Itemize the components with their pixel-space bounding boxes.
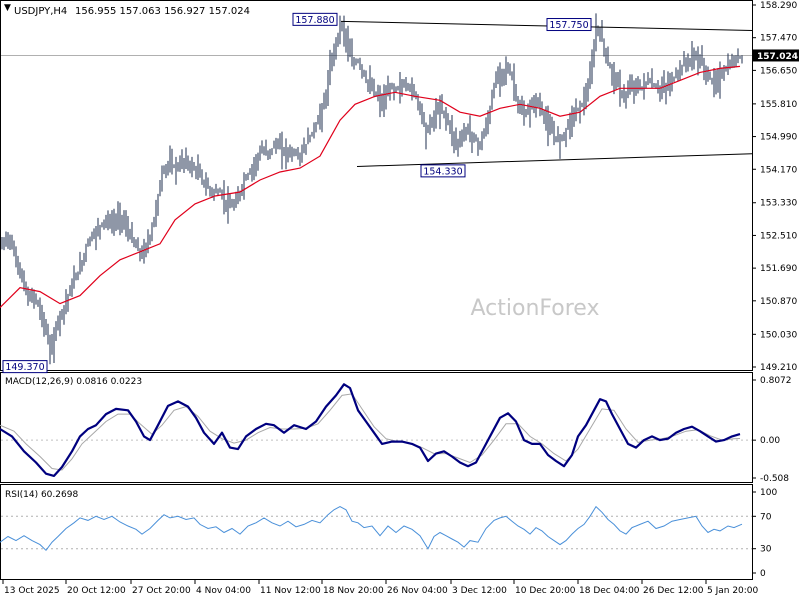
price-tick-label: 149.210 [760,363,797,373]
price-annotations: 157.880 157.750 154.330 149.370 [2,12,592,374]
time-tick-label: 18 Dec 04:00 [579,586,640,596]
time-tick-label: 13 Oct 2025 [4,586,60,596]
price-tick-label: 152.510 [760,231,797,241]
price-annotation-box [292,12,338,26]
price-annotation-box [546,18,592,32]
price-annotation-label: 157.750 [549,20,588,31]
macd-signal-line [0,393,741,471]
price-tick-label: 151.690 [760,264,797,274]
rsi-line [0,505,743,552]
price-annotation-box [2,360,48,374]
rsi-tick-label: 100 [760,488,777,498]
rsi-main-line [0,505,743,552]
time-tick-label: 27 Oct 20:00 [132,586,191,596]
price-annotation-label: 157.880 [295,15,334,26]
rsi-tick-label: 30 [760,545,772,555]
time-tick-label: 5 Jan 20:00 [707,586,759,596]
macd-tick-label: 0.8072 [760,376,792,386]
macd-main-line [0,383,741,477]
rsi-panel[interactable] [0,484,753,580]
time-tick-label: 20 Oct 12:00 [67,586,126,596]
time-tick-label: 18 Nov 20:00 [323,586,384,596]
last-price-box [753,49,799,62]
time-tick-label: 4 Nov 04:00 [196,586,251,596]
time-tick-label: 26 Nov 04:00 [387,586,448,596]
moving-average [0,65,741,309]
symbol-dropdown-icon[interactable]: ▼ [4,3,11,13]
macd-tick-label: -0.508 [760,474,789,484]
time-tick-label: 11 Nov 12:00 [260,586,321,596]
rsi-tick-label: 0 [760,569,766,579]
time-axis: 13 Oct 2025 20 Oct 12:00 27 Oct 20:00 4 Nov… [2,580,759,596]
price-tick-label: 157.470 [760,34,797,44]
price-tick-label: 154.170 [760,165,797,175]
price-tick-label: 150.030 [760,330,797,340]
price-tick-label: 154.990 [760,133,797,143]
macd-tick-label: 0.00 [760,436,780,446]
watermark: ActionForex [471,296,600,321]
rsi-title: RSI(14) 60.2698 [5,490,78,500]
rsi-y-axis: 100 70 30 0 [1,488,777,579]
price-tick-label: 156.650 [760,66,797,76]
time-tick-label: 26 Dec 12:00 [643,586,704,596]
time-tick-label: 10 Dec 20:00 [515,586,576,596]
rsi-tick-label: 70 [760,512,772,522]
price-tick-label: 155.810 [760,100,797,110]
price-tick-label: 153.330 [760,199,797,209]
price-panel[interactable] [0,0,753,371]
price-annotation-label: 149.370 [5,362,44,373]
price-annotation-label: 154.330 [423,166,462,177]
ohlc-header: 156.955 157.063 156.927 157.024 [75,6,250,17]
time-tick-label: 3 Dec 12:00 [452,586,507,596]
macd-lines [0,383,741,477]
last-price-label: 157.024 [757,52,798,62]
macd-title: MACD(12,26,9) 0.0816 0.0223 [5,377,142,387]
price-tick-label: 158.290 [760,1,797,11]
price-tick-label: 150.870 [760,297,797,307]
price-bars [1,13,743,365]
price-annotation-box [420,164,466,178]
price-y-axis: 158.290 157.470 156.650 155.810 154.990 154.1… [1,1,799,373]
macd-panel[interactable] [0,372,753,483]
channel-lower-line[interactable] [356,153,753,167]
ma-line [0,65,741,309]
symbol-header: USDJPY,H4 [14,6,67,17]
